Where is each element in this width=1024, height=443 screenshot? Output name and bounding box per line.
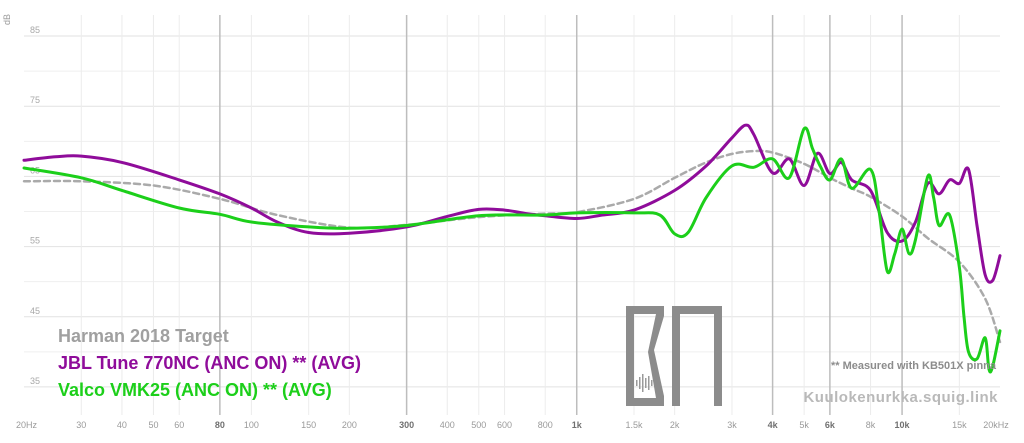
x-tick-label: 1.5k	[626, 420, 644, 430]
x-tick-label: 60	[174, 420, 184, 430]
x-tick-label: 10k	[895, 420, 911, 430]
x-tick-label: 20Hz	[16, 420, 38, 430]
y-tick-label: 75	[30, 95, 40, 105]
x-tick-label: 200	[342, 420, 357, 430]
x-tick-label: 30	[76, 420, 86, 430]
x-tick-label: 40	[117, 420, 127, 430]
x-tick-label: 4k	[768, 420, 779, 430]
x-tick-label: 50	[148, 420, 158, 430]
x-tick-label: 6k	[825, 420, 836, 430]
y-tick-label: 55	[30, 236, 40, 246]
x-tick-label: 8k	[866, 420, 876, 430]
legend-target: Harman 2018 Target	[58, 326, 229, 346]
x-tick-label: 150	[301, 420, 316, 430]
x-tick-label: 400	[440, 420, 455, 430]
x-tick-labels: 20Hz 30 40 50 60 80 100 150 200 300 400 500 600 800 1k…	[16, 420, 1009, 430]
x-tick-label: 20kHz	[983, 420, 1009, 430]
x-tick-label: 80	[215, 420, 225, 430]
y-tick-label: 85	[30, 25, 40, 35]
watermark: Kuulokenurkka.squig.link	[803, 389, 998, 406]
legend-series-1: JBL Tune 770NC (ANC ON) ** (AVG)	[58, 353, 361, 373]
x-tick-label: 100	[244, 420, 259, 430]
y-axis-label: dB	[2, 14, 12, 25]
x-tick-label: 300	[399, 420, 414, 430]
x-tick-label: 5k	[799, 420, 809, 430]
legend-series-2: Valco VMK25 (ANC ON) ** (AVG)	[58, 380, 332, 400]
target-curve	[22, 149, 1002, 344]
y-tick-label: 35	[30, 376, 40, 386]
x-tick-label: 2k	[670, 420, 680, 430]
y-tick-label: 45	[30, 306, 40, 316]
x-tick-label: 15k	[952, 420, 967, 430]
valco-vmk25-curve	[22, 126, 1002, 374]
x-tick-label: 3k	[727, 420, 737, 430]
series-layer	[22, 123, 1002, 374]
kn-logo	[626, 306, 722, 406]
x-tick-label: 800	[538, 420, 553, 430]
jbl-tune-770nc-curve	[22, 123, 1002, 284]
x-tick-label: 1k	[572, 420, 583, 430]
grid	[24, 15, 1000, 415]
x-tick-label: 600	[497, 420, 512, 430]
x-tick-label: 500	[471, 420, 486, 430]
measurement-note: ** Measured with KB501X pinna	[831, 360, 997, 372]
